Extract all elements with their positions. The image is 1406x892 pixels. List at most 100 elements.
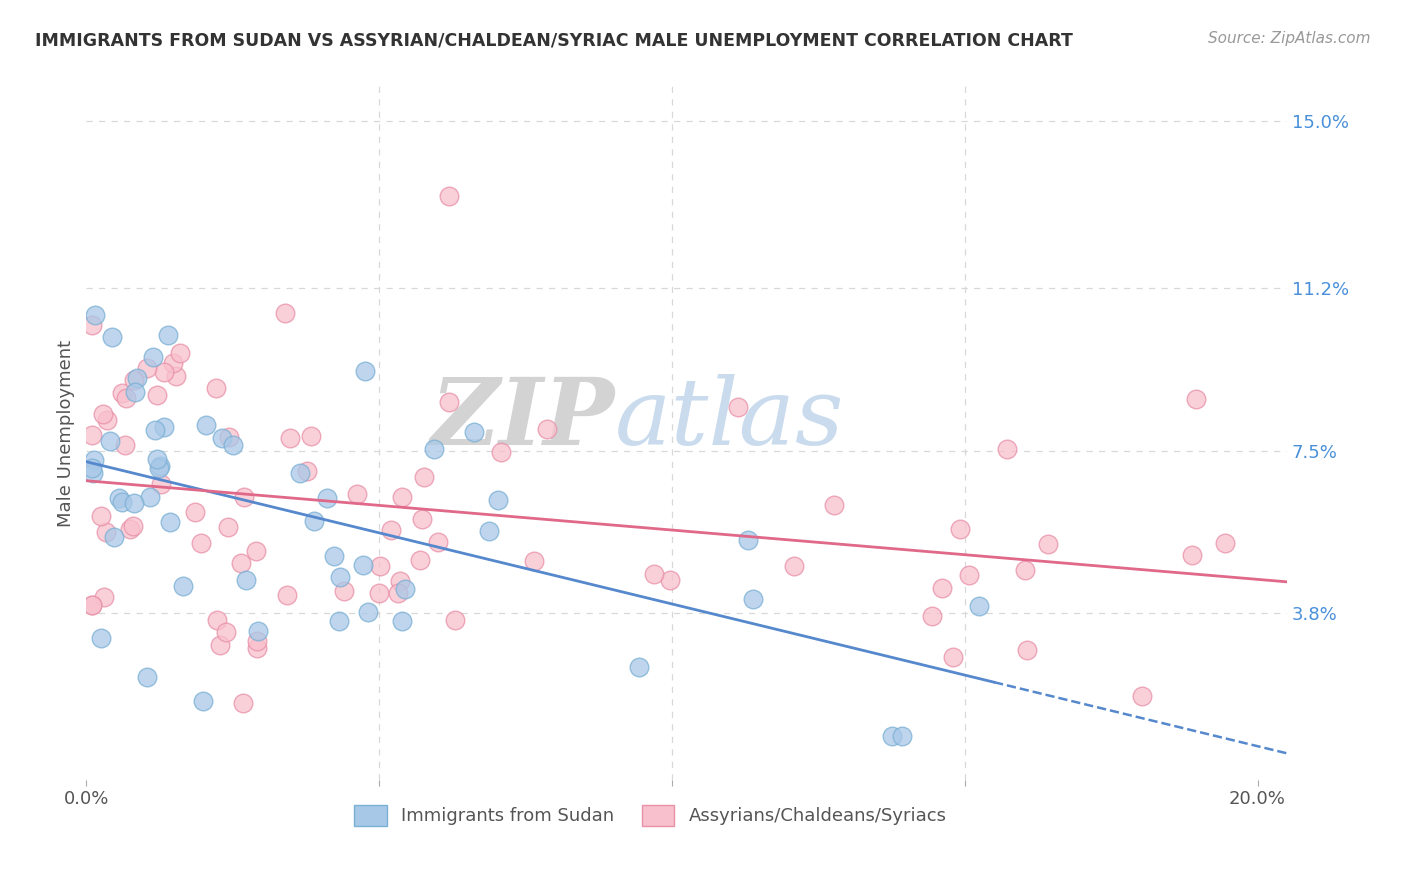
Point	[149, 458, 172, 473]
Point	[367, 586, 389, 600]
Point	[411, 512, 433, 526]
Legend: Immigrants from Sudan, Assyrians/Chaldeans/Syriacs: Immigrants from Sudan, Assyrians/Chaldea…	[347, 797, 953, 833]
Point	[328, 614, 350, 628]
Point	[208, 638, 231, 652]
Point	[921, 609, 943, 624]
Point	[523, 554, 546, 568]
Point	[486, 493, 509, 508]
Point	[245, 544, 267, 558]
Point	[235, 573, 257, 587]
Point	[215, 624, 238, 639]
Point	[413, 470, 436, 484]
Point	[346, 487, 368, 501]
Point	[823, 499, 845, 513]
Point	[103, 530, 125, 544]
Point	[82, 461, 104, 475]
Point	[190, 536, 212, 550]
Point	[437, 394, 460, 409]
Point	[246, 634, 269, 648]
Point	[295, 464, 318, 478]
Point	[333, 584, 356, 599]
Point	[125, 370, 148, 384]
Point	[439, 189, 461, 203]
Point	[156, 328, 179, 343]
Point	[148, 460, 170, 475]
Point	[783, 558, 806, 573]
Point	[246, 641, 269, 656]
Point	[159, 515, 181, 529]
Point	[229, 556, 252, 570]
Text: ZIP: ZIP	[430, 374, 614, 464]
Point	[643, 566, 665, 581]
Point	[145, 388, 167, 402]
Point	[82, 427, 104, 442]
Point	[276, 588, 298, 602]
Point	[391, 491, 413, 505]
Point	[388, 574, 411, 589]
Y-axis label: Male Unemployment: Male Unemployment	[58, 340, 75, 526]
Point	[211, 431, 233, 445]
Point	[90, 508, 112, 523]
Point	[477, 524, 499, 538]
Point	[100, 434, 122, 448]
Point	[111, 386, 134, 401]
Point	[1132, 689, 1154, 703]
Point	[1014, 563, 1036, 577]
Point	[891, 729, 914, 743]
Point	[118, 522, 141, 536]
Point	[387, 585, 409, 599]
Point	[1036, 537, 1059, 551]
Point	[93, 590, 115, 604]
Point	[82, 466, 104, 480]
Point	[443, 613, 465, 627]
Point	[658, 573, 681, 587]
Point	[322, 549, 344, 563]
Point	[108, 491, 131, 505]
Point	[83, 308, 105, 322]
Point	[280, 431, 302, 445]
Point	[463, 425, 485, 439]
Point	[1181, 548, 1204, 562]
Point	[423, 442, 446, 456]
Point	[169, 346, 191, 360]
Point	[136, 360, 159, 375]
Point	[122, 373, 145, 387]
Point	[352, 558, 374, 572]
Point	[290, 466, 312, 480]
Point	[111, 495, 134, 509]
Point	[942, 649, 965, 664]
Point	[142, 350, 165, 364]
Point	[195, 418, 218, 433]
Text: IMMIGRANTS FROM SUDAN VS ASSYRIAN/CHALDEAN/SYRIAC MALE UNEMPLOYMENT CORRELATION : IMMIGRANTS FROM SUDAN VS ASSYRIAN/CHALDE…	[35, 31, 1073, 49]
Text: Source: ZipAtlas.com: Source: ZipAtlas.com	[1208, 31, 1371, 46]
Point	[165, 368, 187, 383]
Point	[426, 535, 449, 549]
Point	[94, 524, 117, 539]
Point	[368, 559, 391, 574]
Point	[162, 355, 184, 369]
Point	[82, 598, 104, 612]
Point	[741, 591, 763, 606]
Point	[302, 514, 325, 528]
Point	[124, 496, 146, 510]
Point	[218, 430, 240, 444]
Point	[136, 670, 159, 684]
Point	[353, 364, 375, 378]
Point	[153, 365, 176, 379]
Point	[100, 330, 122, 344]
Point	[91, 407, 114, 421]
Point	[246, 624, 269, 639]
Point	[536, 422, 558, 436]
Point	[233, 490, 256, 504]
Point	[232, 696, 254, 710]
Point	[82, 318, 104, 332]
Point	[115, 391, 138, 405]
Point	[949, 522, 972, 536]
Point	[205, 613, 228, 627]
Point	[146, 451, 169, 466]
Point	[1185, 392, 1208, 406]
Point	[299, 429, 322, 443]
Point	[90, 631, 112, 645]
Point	[172, 579, 194, 593]
Point	[273, 306, 295, 320]
